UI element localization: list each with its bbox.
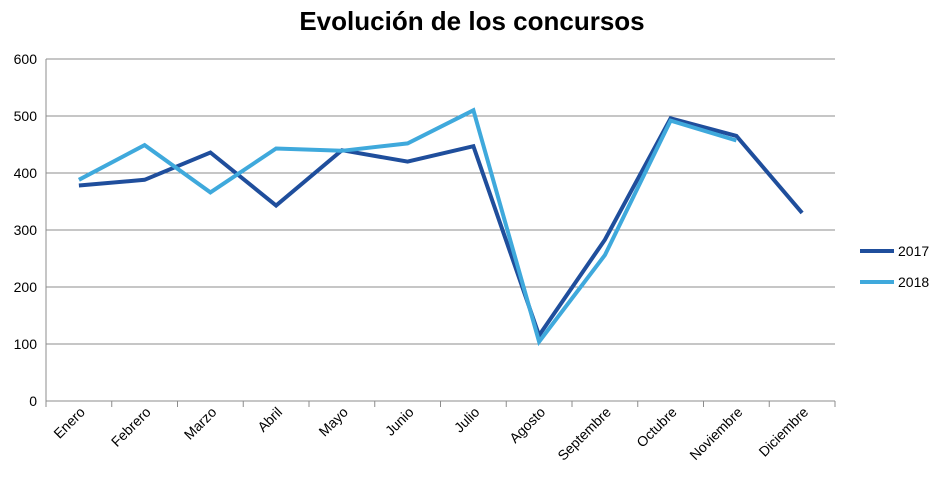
x-tick-label: Septembre xyxy=(554,404,614,464)
x-tick-label: Mayo xyxy=(315,404,351,440)
x-tick-label: Febrero xyxy=(108,404,154,450)
series-line-2017 xyxy=(78,115,804,340)
y-tick-label: 400 xyxy=(14,165,38,181)
data-point-2017 xyxy=(208,150,212,154)
data-point-2018 xyxy=(734,139,738,143)
data-point-2018 xyxy=(603,253,607,257)
x-tick-label: Noviembre xyxy=(686,404,745,463)
legend-label-2018: 2018 xyxy=(898,274,929,290)
data-point-2017 xyxy=(603,238,607,242)
series-lines xyxy=(77,107,804,347)
data-point-2017 xyxy=(143,178,147,182)
y-tick-label: 300 xyxy=(14,222,38,238)
x-tick-label: Octubre xyxy=(633,404,680,451)
x-tick-labels: Enero Febrero Marzo Abril Mayo Junio Julio Agos… xyxy=(50,404,811,464)
y-tick-label: 100 xyxy=(14,336,38,352)
data-point-2017 xyxy=(77,184,81,188)
data-point-2018 xyxy=(537,340,541,344)
y-tick-label: 200 xyxy=(14,279,38,295)
x-tick-label: Julio xyxy=(451,404,483,436)
x-tick-label: Marzo xyxy=(181,404,220,443)
y-tick-label: 500 xyxy=(14,108,38,124)
y-tick-labels: 0 100 200 300 400 500 600 xyxy=(14,51,38,409)
data-point-2017 xyxy=(406,160,410,164)
data-point-2017 xyxy=(734,134,738,138)
y-tick-label: 600 xyxy=(14,51,38,67)
x-tick-label: Junio xyxy=(382,404,417,439)
data-point-2017 xyxy=(274,203,278,207)
data-point-2018 xyxy=(471,108,475,112)
chart-title: Evolución de los concursos xyxy=(299,6,644,36)
y-tick-label: 0 xyxy=(29,393,37,409)
axes xyxy=(45,59,836,407)
x-tick-label: Diciembre xyxy=(755,404,811,460)
data-point-2017 xyxy=(800,211,804,215)
legend: 2017 2018 xyxy=(860,243,929,290)
x-tick-label: Abril xyxy=(254,404,285,435)
series-line-2018 xyxy=(77,107,737,347)
data-point-2018 xyxy=(208,190,212,194)
x-tick-label: Enero xyxy=(50,404,88,442)
data-point-2017 xyxy=(471,144,475,148)
legend-label-2017: 2017 xyxy=(898,243,929,259)
data-point-2018 xyxy=(406,141,410,145)
data-point-2018 xyxy=(340,149,344,153)
data-point-2018 xyxy=(274,146,278,150)
gridlines xyxy=(46,58,835,345)
data-point-2018 xyxy=(669,119,673,123)
x-tick-label: Agosto xyxy=(506,404,548,446)
data-point-2018 xyxy=(77,178,81,182)
data-point-2018 xyxy=(143,143,147,147)
